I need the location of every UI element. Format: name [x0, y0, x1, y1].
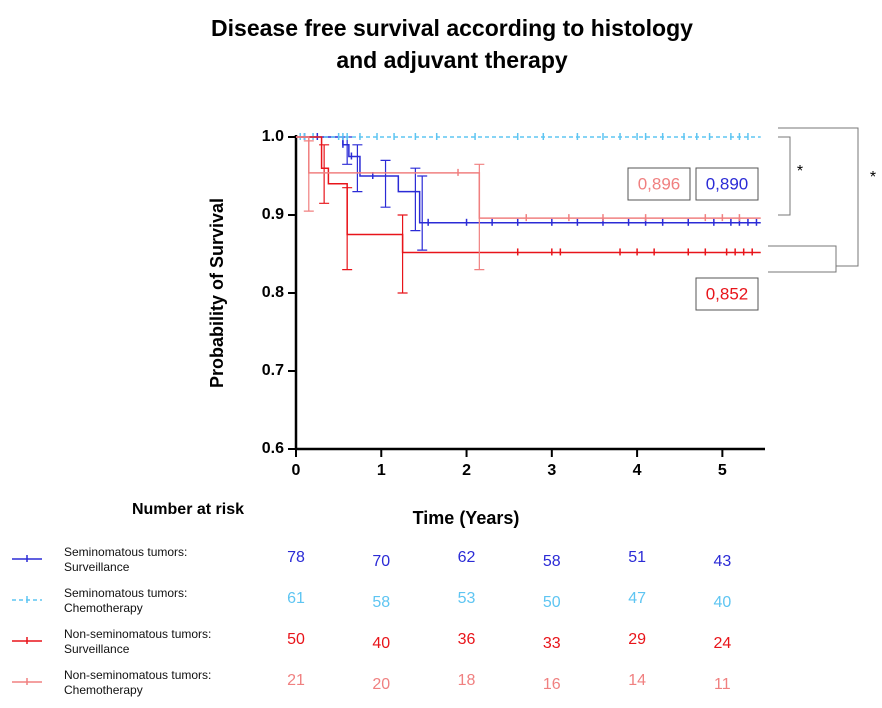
x-tick-label: 3: [547, 462, 556, 479]
significance-brackets: [768, 127, 859, 273]
at-risk-count: 33: [543, 635, 561, 652]
at-risk-count: 50: [287, 631, 305, 648]
at-risk-count: 61: [287, 590, 305, 607]
survival-curve: [296, 136, 761, 224]
at-risk-count: 50: [543, 594, 561, 611]
y-tick-label: 0.9: [262, 206, 284, 223]
at-risk-count: 40: [713, 594, 731, 611]
survival-curve: [296, 136, 761, 254]
y-tick-label: 0.8: [262, 284, 284, 301]
at-risk-count: 18: [458, 672, 476, 689]
at-risk-count: 70: [372, 553, 390, 570]
at-risk-count: 21: [287, 672, 305, 689]
error-bar: [342, 187, 353, 271]
chart-subtitle: and adjuvant therapy: [336, 47, 568, 73]
value-box: [695, 167, 759, 201]
value-box: [695, 277, 759, 311]
at-risk-count: 40: [372, 635, 390, 652]
value-label: 0,852: [706, 284, 749, 303]
x-tick-label: 0: [292, 462, 301, 479]
survival-curve: [296, 136, 761, 219]
risk-title: Number at risk: [132, 501, 244, 518]
error-bar: [342, 136, 353, 165]
at-risk-count: 29: [628, 631, 646, 648]
bracket: [768, 245, 837, 273]
at-risk-count: 78: [287, 549, 305, 566]
error-bar: [380, 159, 391, 208]
error-bar: [319, 144, 330, 204]
legend-label: Non-seminomatous tumors: Surveillance: [64, 627, 212, 656]
error-bar: [303, 140, 314, 212]
bracket: [778, 127, 859, 267]
significance-star: *: [870, 169, 876, 186]
series: [296, 136, 761, 294]
at-risk-count: 47: [628, 590, 646, 607]
at-risk-count: 14: [628, 672, 646, 689]
at-risk-count: 58: [543, 553, 561, 570]
at-risk-count: 43: [713, 553, 731, 570]
at-risk-count: 11: [714, 676, 731, 693]
legend-label: Seminomatous tumors: Surveillance: [64, 545, 188, 574]
chart-title: Disease free survival according to histo…: [211, 15, 693, 41]
error-bar: [397, 214, 408, 294]
value-label: 0,896: [638, 174, 681, 193]
at-risk-count: 36: [458, 631, 476, 648]
y-tick-label: 0.6: [262, 440, 284, 457]
at-risk-count: 51: [628, 549, 646, 566]
error-bar: [417, 175, 428, 251]
y-tick-label: 1.0: [262, 128, 284, 145]
series: [296, 136, 761, 271]
at-risk-count: 53: [458, 590, 476, 607]
x-tick-label: 2: [462, 462, 471, 479]
x-axis-label: Time (Years): [413, 508, 520, 528]
at-risk-count: 24: [713, 635, 731, 652]
x-tick-label: 5: [718, 462, 727, 479]
legend-label: Non-seminomatous tumors: Chemotherapy: [64, 668, 212, 697]
bracket: [778, 136, 791, 216]
value-box: [627, 167, 691, 201]
value-label: 0,890: [706, 174, 749, 193]
x-tick-label: 4: [633, 462, 642, 479]
y-axis-label: Probability of Survival: [207, 198, 227, 388]
at-risk-count: 62: [458, 549, 476, 566]
at-risk-count: 20: [372, 676, 390, 693]
series: [296, 133, 761, 251]
y-tick-label: 0.7: [262, 362, 284, 379]
error-bar: [474, 163, 485, 271]
legend-label: Seminomatous tumors: Chemotherapy: [64, 586, 188, 615]
error-bar: [352, 144, 363, 193]
at-risk-count: 58: [372, 594, 390, 611]
significance-star: *: [797, 163, 803, 180]
series: [296, 133, 761, 140]
error-bar: [410, 167, 421, 232]
at-risk-count: 16: [543, 676, 561, 693]
x-tick-label: 1: [377, 462, 386, 479]
